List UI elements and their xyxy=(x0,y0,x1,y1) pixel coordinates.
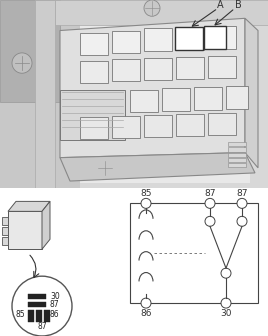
Text: 87: 87 xyxy=(204,189,216,198)
Bar xyxy=(28,310,34,322)
Bar xyxy=(130,89,158,112)
Text: 30: 30 xyxy=(220,308,232,318)
Bar xyxy=(130,203,258,303)
Bar xyxy=(228,148,246,152)
Circle shape xyxy=(97,160,113,176)
Bar xyxy=(112,31,140,53)
Circle shape xyxy=(237,216,247,226)
Bar xyxy=(112,116,140,138)
Polygon shape xyxy=(60,153,255,181)
Bar xyxy=(175,28,203,50)
Bar xyxy=(28,302,46,307)
Text: 85: 85 xyxy=(140,189,152,198)
Bar xyxy=(204,27,226,49)
Bar xyxy=(112,59,140,81)
Text: 87: 87 xyxy=(50,300,59,308)
Bar xyxy=(60,89,125,140)
Circle shape xyxy=(141,298,151,308)
Circle shape xyxy=(221,298,231,308)
Bar xyxy=(80,33,108,55)
Polygon shape xyxy=(0,0,268,188)
Bar xyxy=(176,114,204,136)
Bar xyxy=(228,142,246,146)
Circle shape xyxy=(237,198,247,208)
Bar xyxy=(228,158,246,162)
Polygon shape xyxy=(20,10,250,183)
Circle shape xyxy=(12,276,72,336)
Bar xyxy=(208,113,236,135)
Circle shape xyxy=(141,198,151,208)
Bar xyxy=(228,153,246,157)
Bar xyxy=(144,58,172,80)
Bar xyxy=(228,163,246,167)
Bar xyxy=(176,57,204,79)
Text: A: A xyxy=(217,0,223,10)
Bar xyxy=(80,61,108,83)
Circle shape xyxy=(144,0,160,16)
Text: 86: 86 xyxy=(50,309,59,319)
Polygon shape xyxy=(8,211,42,249)
Polygon shape xyxy=(245,18,258,168)
Text: B: B xyxy=(234,0,241,10)
Polygon shape xyxy=(0,0,60,102)
Bar xyxy=(28,294,46,299)
Circle shape xyxy=(12,53,32,73)
Bar xyxy=(176,28,204,50)
Bar xyxy=(80,117,108,139)
Polygon shape xyxy=(55,0,268,26)
Text: 85: 85 xyxy=(15,309,25,319)
Bar xyxy=(194,87,222,110)
Text: 87: 87 xyxy=(37,322,47,331)
Bar xyxy=(208,56,236,78)
Text: 30: 30 xyxy=(50,292,60,301)
Circle shape xyxy=(205,216,215,226)
Polygon shape xyxy=(2,227,8,235)
Polygon shape xyxy=(2,237,8,245)
Circle shape xyxy=(221,268,231,278)
Polygon shape xyxy=(8,201,50,211)
Polygon shape xyxy=(35,0,55,188)
Polygon shape xyxy=(2,217,8,225)
Bar xyxy=(144,115,172,137)
Text: 86: 86 xyxy=(140,308,152,318)
Bar xyxy=(208,27,236,49)
Polygon shape xyxy=(60,18,245,158)
Polygon shape xyxy=(42,201,50,249)
Bar xyxy=(226,86,248,109)
Bar xyxy=(44,310,50,322)
Circle shape xyxy=(205,198,215,208)
Text: 87: 87 xyxy=(236,189,248,198)
Polygon shape xyxy=(0,0,80,188)
Bar xyxy=(144,29,172,51)
Bar xyxy=(36,310,42,322)
Bar xyxy=(162,88,190,111)
